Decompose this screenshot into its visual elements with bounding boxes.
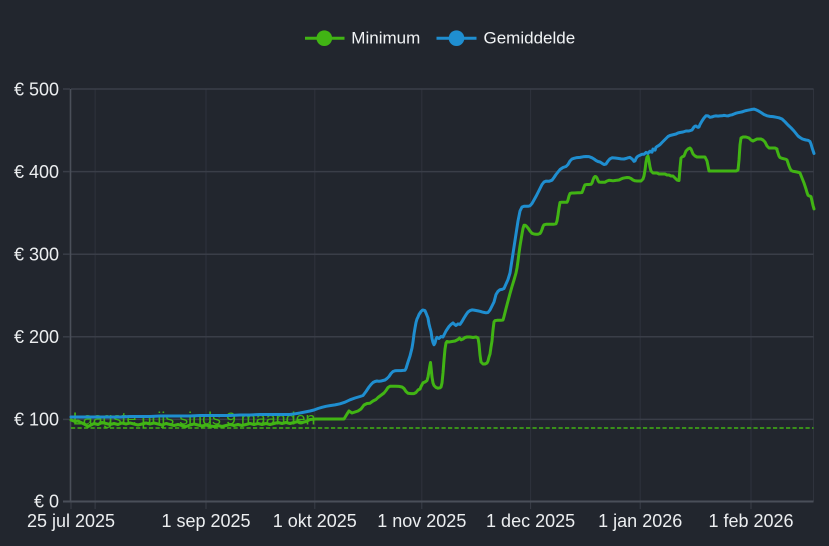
svg-text:1 dec 2025: 1 dec 2025 (486, 511, 575, 531)
svg-text:1 feb 2026: 1 feb 2026 (708, 511, 793, 531)
svg-text:1 sep 2025: 1 sep 2025 (161, 511, 250, 531)
svg-text:€ 0: € 0 (34, 492, 59, 512)
svg-text:Gemiddelde: Gemiddelde (484, 28, 576, 47)
svg-text:€ 300: € 300 (14, 245, 59, 265)
svg-text:25 jul 2025: 25 jul 2025 (27, 511, 115, 531)
svg-text:1 okt 2025: 1 okt 2025 (273, 511, 357, 531)
svg-text:€ 400: € 400 (14, 162, 59, 182)
svg-text:1 jan 2026: 1 jan 2026 (598, 511, 682, 531)
svg-text:Minimum: Minimum (351, 28, 420, 47)
svg-text:€ 500: € 500 (14, 79, 59, 99)
svg-text:€ 100: € 100 (14, 410, 59, 430)
svg-text:1 nov 2025: 1 nov 2025 (377, 511, 466, 531)
svg-text:€ 200: € 200 (14, 327, 59, 347)
